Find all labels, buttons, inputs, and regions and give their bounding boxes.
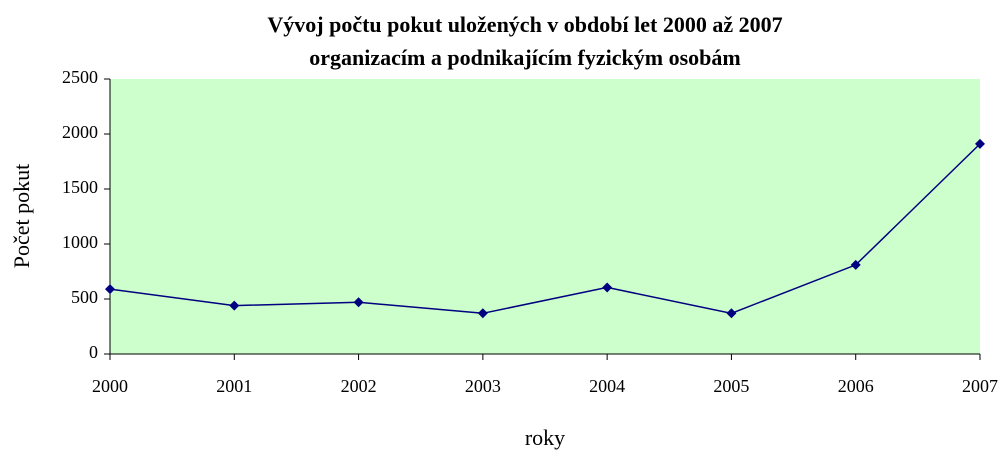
data-line xyxy=(109,143,981,315)
data-point xyxy=(477,308,488,319)
data-point xyxy=(353,297,364,308)
x-tick-label: 2001 xyxy=(216,376,252,396)
x-tick-label: 2005 xyxy=(713,376,749,396)
data-point xyxy=(850,259,861,270)
plot-area xyxy=(110,79,980,354)
data-point xyxy=(105,284,115,295)
data-point xyxy=(229,300,240,311)
y-axis-label: Počet pokut xyxy=(9,164,34,269)
chart-title: Vývoj počtu pokut uložených v období let… xyxy=(267,12,782,37)
x-tick-label: 2004 xyxy=(589,376,625,396)
x-tick-label: 2007 xyxy=(962,376,998,396)
data-point xyxy=(726,308,737,319)
y-tick-label: 1000 xyxy=(62,232,98,252)
x-tick-label: 2003 xyxy=(465,376,501,396)
y-tick-label: 2000 xyxy=(62,122,98,142)
y-tick-label: 1500 xyxy=(62,177,98,197)
y-tick-label: 500 xyxy=(71,287,98,307)
chart-title: organizacím a podnikajícím fyzickým osob… xyxy=(309,45,740,70)
x-tick-label: 2006 xyxy=(838,376,874,396)
data-point xyxy=(975,138,985,149)
x-tick-label: 2002 xyxy=(341,376,377,396)
y-tick-label: 0 xyxy=(89,342,98,362)
y-tick-label: 2500 xyxy=(62,67,98,87)
x-tick-label: 2000 xyxy=(92,376,128,396)
x-axis-label: roky xyxy=(525,425,565,450)
data-point xyxy=(602,282,613,293)
